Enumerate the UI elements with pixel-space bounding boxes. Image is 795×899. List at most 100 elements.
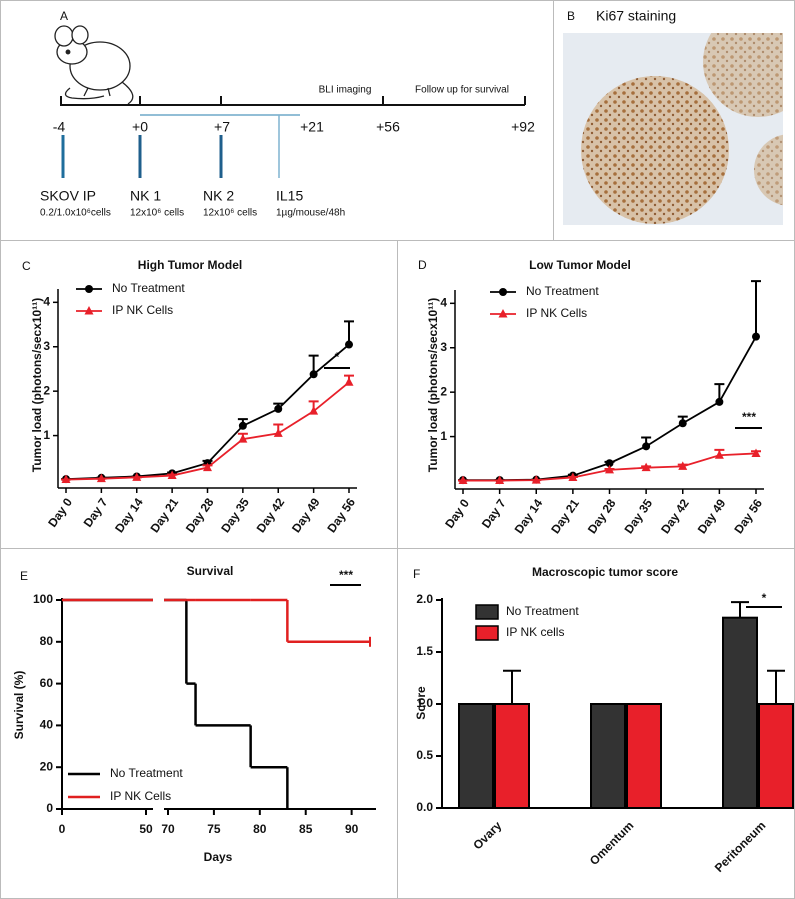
legend-swatch xyxy=(475,625,499,641)
x-tick-label: Day 14 xyxy=(512,496,546,536)
legend-marker xyxy=(498,309,508,318)
legend-label: IP NK Cells xyxy=(112,303,173,317)
legend-marker xyxy=(84,306,94,315)
marker xyxy=(238,434,248,443)
event-detail: 12x10⁶ cells xyxy=(130,208,184,219)
x-tick-label: Day 14 xyxy=(112,495,146,535)
legend-label: IP NK Cells xyxy=(526,306,587,320)
timeline-tick-label: +92 xyxy=(511,119,535,135)
legend-label: No Treatment xyxy=(112,281,185,295)
chart-title: High Tumor Model xyxy=(138,258,242,272)
y-tick-label: 100 xyxy=(33,592,53,606)
y-tick-label: 2 xyxy=(43,383,50,397)
image-panel: B Ki67 staining xyxy=(563,8,783,225)
x-tick-label: Peritoneum xyxy=(712,818,769,875)
timeline-tick-label: +56 xyxy=(376,119,400,135)
chart-title: Survival xyxy=(187,564,234,578)
bar xyxy=(494,703,530,809)
panel-label: E xyxy=(20,569,28,583)
x-tick-label: Day 49 xyxy=(695,496,729,536)
x-tick-label: Ovary xyxy=(470,818,504,852)
y-tick-label: 0.0 xyxy=(416,800,433,814)
error-bar xyxy=(503,669,521,704)
x-tick-label: Day 42 xyxy=(658,496,692,536)
marker xyxy=(568,472,578,481)
event-detail: 12x10⁶ cells xyxy=(203,208,257,219)
x-tick-label: Day 49 xyxy=(289,495,323,535)
x-tick-label: 50 xyxy=(139,822,153,836)
phase-label: Follow up for survival xyxy=(415,85,509,96)
legend-swatch xyxy=(475,604,499,620)
timeline-tick-label: +21 xyxy=(300,119,324,135)
event-name: NK 2 xyxy=(203,188,234,204)
legend-label: No Treatment xyxy=(526,284,599,298)
event-name: SKOV IP xyxy=(40,188,96,204)
series-line xyxy=(65,343,350,481)
y-tick-label: 0.5 xyxy=(416,748,433,762)
marker xyxy=(715,397,724,406)
x-tick-label: Day 35 xyxy=(218,495,252,535)
panel-label: B xyxy=(567,9,575,23)
bar xyxy=(758,703,794,809)
marker xyxy=(751,448,761,457)
y-tick-label: 1 xyxy=(43,428,50,442)
significance: *** xyxy=(742,410,756,424)
panel-title: Ki67 staining xyxy=(596,8,676,24)
marker xyxy=(203,462,212,472)
x-tick-label: Day 7 xyxy=(81,495,111,530)
y-tick-label: 20 xyxy=(40,759,54,773)
y-tick-label: 60 xyxy=(40,676,54,690)
y-tick-label: 1 xyxy=(440,429,447,443)
error-bar xyxy=(751,280,761,337)
x-tick-label: Day 56 xyxy=(731,496,765,536)
event-detail: 1µg/mouse/48h xyxy=(276,208,345,219)
timeline-tick-label: +7 xyxy=(214,119,230,135)
y-tick-label: 40 xyxy=(40,718,54,732)
marker xyxy=(752,332,760,341)
chart-title: Low Tumor Model xyxy=(529,258,631,272)
x-tick-label: Day 7 xyxy=(479,496,509,531)
timeline-panel: A -4 +0 +7 +21 +56 +92 BLI imaging Follo… xyxy=(40,9,535,218)
panel-label: D xyxy=(418,258,427,272)
marker xyxy=(642,442,651,451)
x-tick-label: Day 21 xyxy=(548,496,582,536)
marker xyxy=(167,470,177,480)
marker xyxy=(605,464,614,474)
significance: * xyxy=(335,350,340,364)
x-tick-label: 70 xyxy=(161,822,175,836)
x-tick-label: Day 28 xyxy=(585,496,619,536)
x-tick-label: Day 56 xyxy=(324,495,358,535)
legend-marker xyxy=(499,288,507,296)
marker xyxy=(458,475,468,485)
legend-label: No Treatment xyxy=(110,766,183,780)
marker xyxy=(344,377,354,386)
legend-label: No Treatment xyxy=(506,604,579,618)
marker xyxy=(273,428,283,437)
x-tick-label: Day 28 xyxy=(183,495,217,535)
x-tick-label: 0 xyxy=(59,822,66,836)
marker xyxy=(96,473,106,483)
chart-title: Macroscopic tumor score xyxy=(532,565,678,579)
panel-label: F xyxy=(413,567,420,581)
timeline-ticks xyxy=(60,96,526,105)
mouse-icon xyxy=(54,25,134,105)
legend-marker xyxy=(85,285,93,293)
marker xyxy=(641,462,651,472)
micrograph xyxy=(563,33,783,225)
x-tick-label: 85 xyxy=(299,822,313,836)
y-tick-label: 1.0 xyxy=(416,696,433,710)
y-axis-label: Tumor load (photons/secx10¹¹) xyxy=(30,298,44,472)
y-axis-label: Tumor load (photons/secx10¹¹) xyxy=(426,298,440,472)
x-tick-label: Day 35 xyxy=(622,496,656,536)
error-bar xyxy=(767,669,785,704)
marker xyxy=(274,404,283,413)
y-tick-label: 0 xyxy=(46,801,53,815)
marker xyxy=(309,406,319,415)
x-tick-label: 80 xyxy=(253,822,267,836)
significance: * xyxy=(762,591,767,605)
significance: *** xyxy=(339,568,353,582)
x-tick-label: Omentum xyxy=(587,818,637,868)
timeline-tick-label: -4 xyxy=(53,119,66,135)
phase-label: BLI imaging xyxy=(319,85,372,96)
